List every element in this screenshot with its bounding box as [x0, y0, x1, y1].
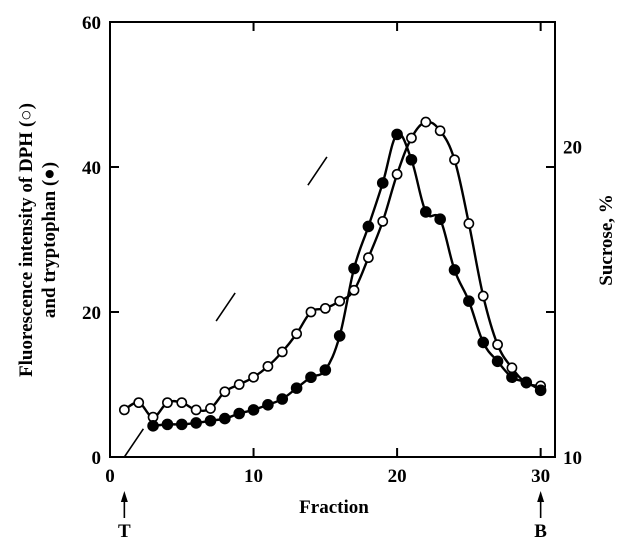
dph-point [162, 397, 173, 409]
dph-point [262, 360, 274, 372]
dph-point [463, 218, 475, 229]
tryptophan-point [233, 407, 245, 420]
tryptophan-point [362, 220, 375, 233]
dph-point [118, 404, 130, 416]
tryptophan-point [376, 177, 389, 189]
dph-point [377, 215, 389, 227]
dph-point [434, 125, 446, 137]
tryptophan-point [420, 206, 432, 218]
tryptophan-point [463, 295, 475, 307]
x-tick-label: 20 [388, 466, 407, 487]
right-axis-label: Sucrose, % [596, 194, 617, 285]
dph-point [492, 339, 503, 351]
sucrose-gradient-line [123, 52, 398, 458]
x-axis-label: Fraction [299, 497, 369, 518]
dph-point [291, 328, 303, 340]
dph-point [190, 404, 202, 416]
dph-point [477, 290, 489, 302]
plot-border [109, 21, 556, 458]
tryptophan-point [262, 398, 274, 411]
dph-point [334, 295, 346, 307]
y-axis-label-line1: Fluorescence intensity of DPH (○) [16, 103, 37, 377]
dph-point [248, 371, 259, 383]
tryptophan-point [506, 371, 518, 384]
x-tick-label: 30 [531, 466, 550, 487]
tryptophan-point [391, 128, 403, 141]
dph-point [133, 397, 145, 409]
series-lines [123, 120, 542, 428]
y-axis-label-line2: and tryptophan (●) [39, 162, 60, 318]
dph-point [176, 397, 188, 409]
tryptophan-point [534, 384, 547, 397]
dph-point [506, 362, 518, 374]
tryptophan-point [319, 364, 332, 376]
dph-point [205, 403, 216, 414]
x-tick-label: 10 [244, 466, 263, 487]
dph-point [276, 346, 288, 358]
tryptophan-point [434, 213, 446, 225]
y-tick-label: 40 [82, 158, 101, 179]
tryptophan-point [290, 382, 303, 394]
y2-tick-label: 10 [563, 448, 582, 469]
marker-arrow-head [120, 491, 128, 502]
plot-frame [109, 21, 556, 458]
y-tick-label: 60 [82, 13, 101, 34]
tryptophan-point [477, 336, 490, 349]
tryptophan-point [333, 330, 346, 342]
tryptophan-point [219, 412, 231, 425]
tryptophan-point [204, 414, 217, 427]
dph-point [348, 284, 360, 296]
tryptophan-line [152, 132, 542, 428]
marker-label: B [534, 521, 547, 539]
tryptophan-point [175, 418, 188, 431]
dph-point [420, 116, 432, 128]
tick-labels: 0 10 20 30 0 20 40 60 10 20 [82, 13, 582, 487]
dph-point [233, 379, 245, 390]
tryptophan-point [161, 418, 174, 431]
dph-point [219, 386, 231, 398]
tryptophan-point [276, 393, 289, 405]
y-tick-label: 0 [92, 448, 102, 469]
marker-label: T [118, 521, 131, 539]
data-points [118, 116, 547, 432]
marker-arrow-head [537, 491, 545, 502]
tryptophan-point [305, 371, 317, 384]
tryptophan-point [520, 376, 533, 389]
tryptophan-point [247, 404, 260, 416]
tryptophan-point [405, 153, 418, 166]
tryptophan-point [491, 355, 504, 368]
dph-point [391, 168, 403, 180]
tryptophan-point [190, 417, 202, 429]
dph-point [449, 154, 460, 166]
tryptophan-point [348, 262, 360, 275]
dph-point [305, 306, 317, 318]
tryptophan-point [448, 264, 461, 276]
dph-line [123, 120, 541, 419]
x-tick-label: 0 [105, 466, 115, 487]
dph-point [406, 132, 417, 144]
y2-tick-label: 20 [563, 137, 582, 158]
sucrose-gradient [123, 52, 398, 458]
dph-point [362, 252, 374, 264]
dph-point [319, 302, 331, 314]
tryptophan-point [147, 420, 159, 432]
tick-marks [109, 21, 555, 458]
y-tick-label: 20 [82, 303, 101, 324]
